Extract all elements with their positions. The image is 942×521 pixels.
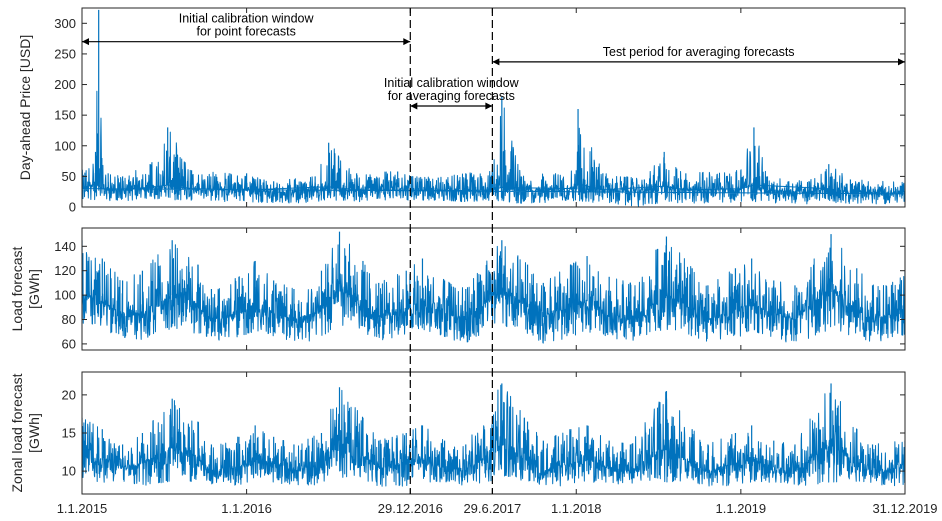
annotation-text: Test period for averaging forecasts: [603, 45, 795, 59]
zonal-y-axis-label: Zonal load forecast[GWh]: [9, 373, 42, 492]
arrow-head: [403, 38, 411, 46]
load-y-axis-label-line: Load forecast: [9, 246, 25, 331]
load-y-axis-label: Load forecast[GWh]: [9, 246, 42, 331]
price-ytick-label: 50: [62, 169, 76, 184]
price-ytick-label: 300: [54, 16, 76, 31]
zonal-y-axis-label-line: [GWh]: [26, 413, 42, 453]
price-ytick-label: 200: [54, 77, 76, 92]
x-tick-label: 29.12.2016: [378, 501, 443, 516]
price-y-axis-label-line: Day-ahead Price [USD]: [17, 35, 33, 181]
zonal-series-line: [82, 384, 905, 487]
price-ytick-label: 250: [54, 46, 76, 61]
arrow-head: [82, 38, 89, 46]
y-axis-labels: Day-ahead Price [USD]Load forecast[GWh]Z…: [9, 35, 42, 493]
x-tick-label: 1.1.2016: [221, 501, 272, 516]
load-series-line: [82, 243, 905, 344]
load-ytick-label: 120: [54, 263, 76, 278]
annotation-text: for averaging forecasts: [388, 89, 515, 103]
zonal-ytick-label: 10: [62, 464, 76, 479]
annotation-text: for point forecasts: [196, 25, 295, 39]
x-tick-label: 1.1.2019: [716, 501, 767, 516]
zonal-ytick-label: 15: [62, 426, 76, 441]
load-ytick-label: 80: [62, 312, 76, 327]
load-ytick-label: 100: [54, 288, 76, 303]
price-y-axis-label: Day-ahead Price [USD]: [17, 35, 33, 181]
load-y-axis-label-line: [GWh]: [26, 269, 42, 309]
x-tick-label: 29.6.2017: [463, 501, 521, 516]
arrow-head: [492, 58, 500, 66]
annotation-text: Initial calibration window: [384, 76, 520, 90]
arrow-head: [485, 102, 493, 110]
arrow-head: [898, 58, 905, 66]
annotation-2: Test period for averaging forecasts: [492, 45, 905, 66]
x-tick-label: 1.1.2018: [551, 501, 602, 516]
x-tick-layer: 1.1.2015 1.1.2016 29.12.2016 29.6.2017 1.1.2…: [57, 8, 938, 516]
load-panel-frame: [81, 227, 906, 351]
price-series-line: [82, 90, 905, 207]
load-ytick-label: 60: [62, 336, 76, 351]
series-layer: [82, 9, 905, 487]
x-tick-label: 31.12.2019: [872, 501, 937, 516]
x-tick-label: 1.1.2015: [57, 501, 108, 516]
calibration-markers: [409, 8, 493, 494]
arrow-head: [410, 102, 418, 110]
zonal-ytick-label: 20: [62, 387, 76, 402]
price-ytick-label: 150: [54, 108, 76, 123]
annotation-text: Initial calibration window: [179, 12, 315, 26]
price-panel-frame: [81, 7, 906, 208]
zonal-y-axis-label-line: Zonal load forecast: [9, 373, 25, 492]
price-ytick-label: 0: [69, 200, 76, 215]
price-ytick-label: 100: [54, 138, 76, 153]
load-ytick-label: 140: [54, 239, 76, 254]
y-tick-layer: 0 50 100 150 200 250 300 60 80 100 120 140 10 15 20: [54, 16, 905, 479]
